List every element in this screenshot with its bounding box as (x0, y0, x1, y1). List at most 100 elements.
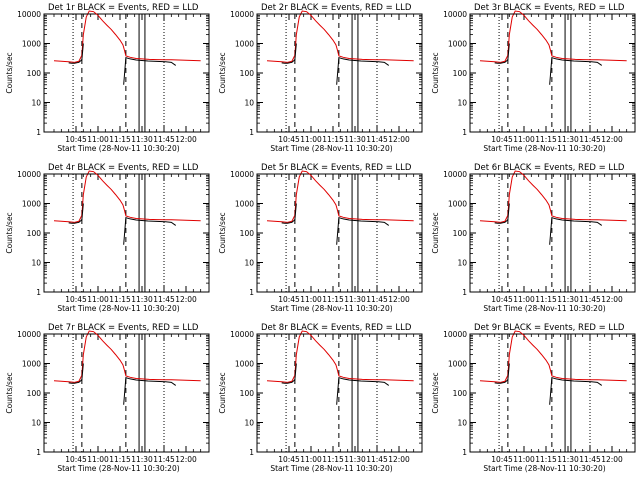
x-tick-label: 10:45 (278, 295, 300, 304)
events-series-line (68, 363, 84, 384)
y-tick-label: 1 (462, 448, 467, 457)
y-tick-label: 1 (36, 288, 41, 297)
y-tick-label: 1 (249, 448, 254, 457)
plot-frame (256, 173, 423, 293)
x-tick-label: 10:45 (491, 135, 513, 144)
y-axis-label: Counts/sec (218, 212, 227, 253)
lld-series-line (266, 10, 414, 63)
y-tick-label: 1 (36, 128, 41, 137)
x-tick-label: 10:45 (65, 135, 87, 144)
x-tick-label: 11:15 (535, 135, 557, 144)
x-tick-label: 12:00 (175, 295, 197, 304)
y-tick-label: 100 (27, 229, 42, 238)
events-series-line (549, 217, 603, 245)
lld-series-line (479, 330, 627, 383)
y-tick-label: 10 (244, 99, 254, 108)
x-tick-label: 11:15 (535, 455, 557, 464)
y-axis-label: Counts/sec (218, 372, 227, 413)
chart-det5: Det 5r BLACK = Events, RED = LLD 1 10 100 10… (218, 163, 423, 313)
y-tick-label: 10000 (443, 10, 467, 19)
chart-det7: Det 7r BLACK = Events, RED = LLD 1 10 100 10… (5, 323, 210, 473)
y-tick-label: 1000 (235, 200, 254, 209)
y-tick-label: 1 (462, 128, 467, 137)
y-tick-label: 100 (453, 69, 468, 78)
y-tick-label: 1000 (22, 360, 41, 369)
x-tick-label: 11:00 (513, 135, 535, 144)
x-tick-label: 11:30 (344, 455, 366, 464)
x-tick-label: 11:00 (87, 295, 109, 304)
events-series-line (549, 57, 603, 85)
x-tick-label: 11:30 (344, 135, 366, 144)
x-tick-label: 12:00 (175, 135, 197, 144)
y-tick-label: 1000 (235, 40, 254, 49)
lld-series-line (53, 330, 201, 383)
y-axis-label: Counts/sec (431, 212, 440, 253)
events-series-line (68, 203, 84, 224)
x-tick-label: 11:30 (344, 295, 366, 304)
events-series-line (494, 203, 510, 224)
x-axis-label: Start Time (28-Nov-11 10:30:20) (57, 144, 179, 153)
events-series-line (123, 217, 177, 245)
y-tick-label: 10000 (17, 330, 41, 339)
x-tick-label: 11:45 (579, 135, 601, 144)
chart-panel-det9: Det 9r BLACK = Events, RED = LLD 1 10 100 10… (426, 320, 639, 480)
x-tick-label: 11:45 (579, 295, 601, 304)
chart-det2: Det 2r BLACK = Events, RED = LLD 1 10 100 10… (218, 3, 423, 153)
y-tick-label: 100 (453, 229, 468, 238)
y-tick-label: 10000 (443, 330, 467, 339)
y-tick-label: 1 (36, 448, 41, 457)
x-tick-label: 12:00 (388, 135, 410, 144)
y-axis-label: Counts/sec (5, 52, 14, 93)
plot-frame (43, 13, 210, 133)
events-series-line (281, 43, 297, 64)
plot-frame (469, 13, 636, 133)
x-axis-label: Start Time (28-Nov-11 10:30:20) (270, 304, 392, 313)
plot-frame (469, 333, 636, 453)
x-tick-label: 11:15 (109, 455, 131, 464)
chart-det4: Det 4r BLACK = Events, RED = LLD 1 10 100 10… (5, 163, 210, 313)
chart-title: Det 3r BLACK = Events, RED = LLD (474, 3, 625, 13)
x-tick-label: 11:45 (153, 135, 175, 144)
chart-panel-det6: Det 6r BLACK = Events, RED = LLD 1 10 100 10… (426, 160, 639, 320)
x-tick-label: 11:30 (557, 295, 579, 304)
x-tick-label: 11:00 (300, 295, 322, 304)
chart-title: Det 6r BLACK = Events, RED = LLD (474, 163, 625, 173)
x-tick-label: 10:45 (278, 135, 300, 144)
x-tick-label: 10:45 (491, 455, 513, 464)
y-tick-label: 10 (31, 259, 41, 268)
x-tick-label: 11:45 (366, 135, 388, 144)
x-tick-label: 11:00 (513, 295, 535, 304)
x-tick-label: 11:15 (322, 455, 344, 464)
events-series-line (336, 377, 390, 405)
lld-series-line (266, 330, 414, 383)
y-axis-label: Counts/sec (431, 52, 440, 93)
plot-frame (43, 173, 210, 293)
x-tick-label: 11:00 (87, 455, 109, 464)
y-axis-label: Counts/sec (218, 52, 227, 93)
chart-title: Det 5r BLACK = Events, RED = LLD (261, 163, 412, 173)
x-tick-label: 11:45 (366, 455, 388, 464)
x-tick-label: 11:45 (579, 455, 601, 464)
events-series-line (336, 57, 390, 85)
plot-frame (256, 13, 423, 133)
x-axis-label: Start Time (28-Nov-11 10:30:20) (270, 144, 392, 153)
y-tick-label: 10 (244, 259, 254, 268)
y-tick-label: 10 (31, 419, 41, 428)
events-series-line (549, 377, 603, 405)
x-tick-label: 11:00 (300, 135, 322, 144)
x-tick-label: 12:00 (388, 295, 410, 304)
chart-det1: Det 1r BLACK = Events, RED = LLD 1 10 100 10… (5, 3, 210, 153)
x-tick-label: 11:45 (153, 295, 175, 304)
plot-frame (469, 173, 636, 293)
y-tick-label: 100 (240, 69, 255, 78)
chart-det6: Det 6r BLACK = Events, RED = LLD 1 10 100 10… (431, 163, 636, 313)
x-tick-label: 11:15 (109, 135, 131, 144)
chart-title: Det 1r BLACK = Events, RED = LLD (48, 3, 199, 13)
x-axis-label: Start Time (28-Nov-11 10:30:20) (57, 464, 179, 473)
events-series-line (68, 43, 84, 64)
x-axis-label: Start Time (28-Nov-11 10:30:20) (483, 464, 605, 473)
x-tick-label: 11:15 (109, 295, 131, 304)
y-tick-label: 1000 (448, 360, 467, 369)
y-tick-label: 10 (457, 259, 467, 268)
y-tick-label: 1000 (448, 40, 467, 49)
